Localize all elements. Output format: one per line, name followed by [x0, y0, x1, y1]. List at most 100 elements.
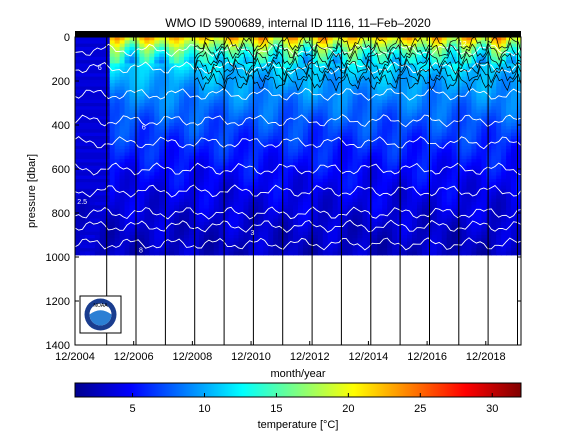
heatmap-cell — [387, 119, 393, 124]
heatmap-cell — [312, 175, 319, 180]
heatmap-cell — [402, 211, 408, 216]
heatmap-cell — [402, 70, 408, 74]
heatmap-cell — [119, 241, 126, 246]
heatmap-cell — [218, 103, 225, 107]
heatmap-cell — [342, 129, 349, 134]
heatmap-cell — [139, 50, 145, 55]
heatmap-cell — [253, 112, 259, 117]
heatmap-cell — [352, 152, 359, 157]
heatmap-cell — [307, 129, 314, 134]
heatmap-cell — [372, 89, 378, 94]
heatmap-cell — [278, 136, 284, 140]
heatmap-cell — [79, 53, 86, 58]
heatmap-cell — [258, 63, 264, 68]
heatmap-cell — [367, 76, 373, 81]
heatmap-cell — [352, 178, 359, 183]
heatmap-cell — [134, 50, 141, 55]
heatmap-cell — [421, 244, 428, 249]
heatmap-cell — [436, 231, 443, 236]
heatmap-cell — [407, 172, 413, 177]
heatmap-cell — [387, 43, 393, 48]
heatmap-cell — [322, 145, 329, 150]
heatmap-cell — [193, 43, 200, 48]
heatmap-cell — [327, 37, 334, 41]
heatmap-cell — [223, 225, 230, 229]
heatmap-cell — [223, 248, 230, 253]
heatmap-cell — [421, 96, 428, 101]
heatmap-cell — [431, 40, 438, 45]
heatmap-cell — [89, 215, 96, 220]
heatmap-cell — [357, 155, 364, 160]
heatmap-cell — [89, 66, 96, 71]
heatmap-cell — [411, 79, 418, 84]
heatmap-cell — [208, 86, 215, 91]
heatmap-cell — [223, 251, 230, 256]
heatmap-cell — [114, 225, 121, 229]
heatmap-cell — [208, 192, 215, 196]
heatmap-cell — [218, 109, 225, 114]
heatmap-cell — [184, 56, 190, 61]
heatmap-cell — [332, 66, 339, 71]
heatmap-cell — [402, 56, 408, 61]
heatmap-cell — [124, 83, 131, 88]
heatmap-cell — [441, 60, 448, 64]
heatmap-cell — [75, 89, 81, 94]
heatmap-cell — [114, 89, 121, 94]
heatmap-cell — [293, 86, 299, 91]
heatmap-cell — [288, 235, 294, 239]
heatmap-cell — [263, 195, 269, 200]
heatmap-cell — [184, 40, 190, 45]
heatmap-cell — [327, 178, 334, 183]
heatmap-cell — [307, 215, 314, 220]
heatmap-cell — [144, 244, 150, 249]
heatmap-cell — [317, 188, 324, 193]
heatmap-cell — [402, 162, 408, 167]
heatmap-cell — [278, 192, 284, 196]
heatmap-cell — [104, 129, 111, 134]
heatmap-cell — [144, 165, 150, 170]
heatmap-cell — [129, 205, 136, 210]
heatmap-cell — [293, 155, 299, 160]
heatmap-cell — [352, 172, 359, 177]
heatmap-cell — [382, 152, 388, 157]
heatmap-cell — [327, 202, 334, 206]
heatmap-cell — [372, 63, 378, 68]
heatmap-cell — [407, 53, 413, 58]
heatmap-cell — [283, 225, 289, 229]
heatmap-cell — [203, 96, 210, 101]
heatmap-cell — [213, 251, 220, 256]
heatmap-cell — [446, 178, 453, 183]
heatmap-cell — [164, 63, 170, 68]
heatmap-cell — [188, 178, 195, 183]
heatmap-cell — [357, 169, 364, 173]
heatmap-cell — [273, 126, 279, 130]
heatmap-cell — [411, 244, 418, 249]
heatmap-cell — [233, 122, 240, 127]
heatmap-cell — [302, 251, 309, 256]
heatmap-cell — [193, 159, 200, 163]
heatmap-cell — [164, 139, 170, 144]
heatmap-cell — [79, 165, 86, 170]
heatmap-cell — [273, 238, 279, 243]
heatmap-cell — [357, 202, 364, 206]
heatmap-cell — [109, 208, 116, 213]
heatmap-cell — [149, 251, 155, 256]
heatmap-cell — [248, 185, 254, 190]
heatmap-cell — [298, 251, 304, 256]
heatmap-cell — [84, 145, 91, 150]
heatmap-cell — [243, 89, 250, 94]
heatmap-cell — [124, 238, 131, 243]
heatmap-cell — [332, 46, 339, 51]
heatmap-cell — [273, 211, 279, 216]
heatmap-cell — [84, 86, 91, 91]
heatmap-cell — [75, 103, 81, 107]
heatmap-cell — [193, 40, 200, 45]
heatmap-cell — [317, 244, 324, 249]
heatmap-cell — [218, 37, 225, 41]
heatmap-cell — [407, 225, 413, 229]
heatmap-cell — [109, 225, 116, 229]
heatmap-cell — [382, 83, 388, 88]
heatmap-cell — [164, 106, 170, 111]
heatmap-cell — [352, 218, 359, 223]
heatmap-cell — [79, 175, 86, 180]
